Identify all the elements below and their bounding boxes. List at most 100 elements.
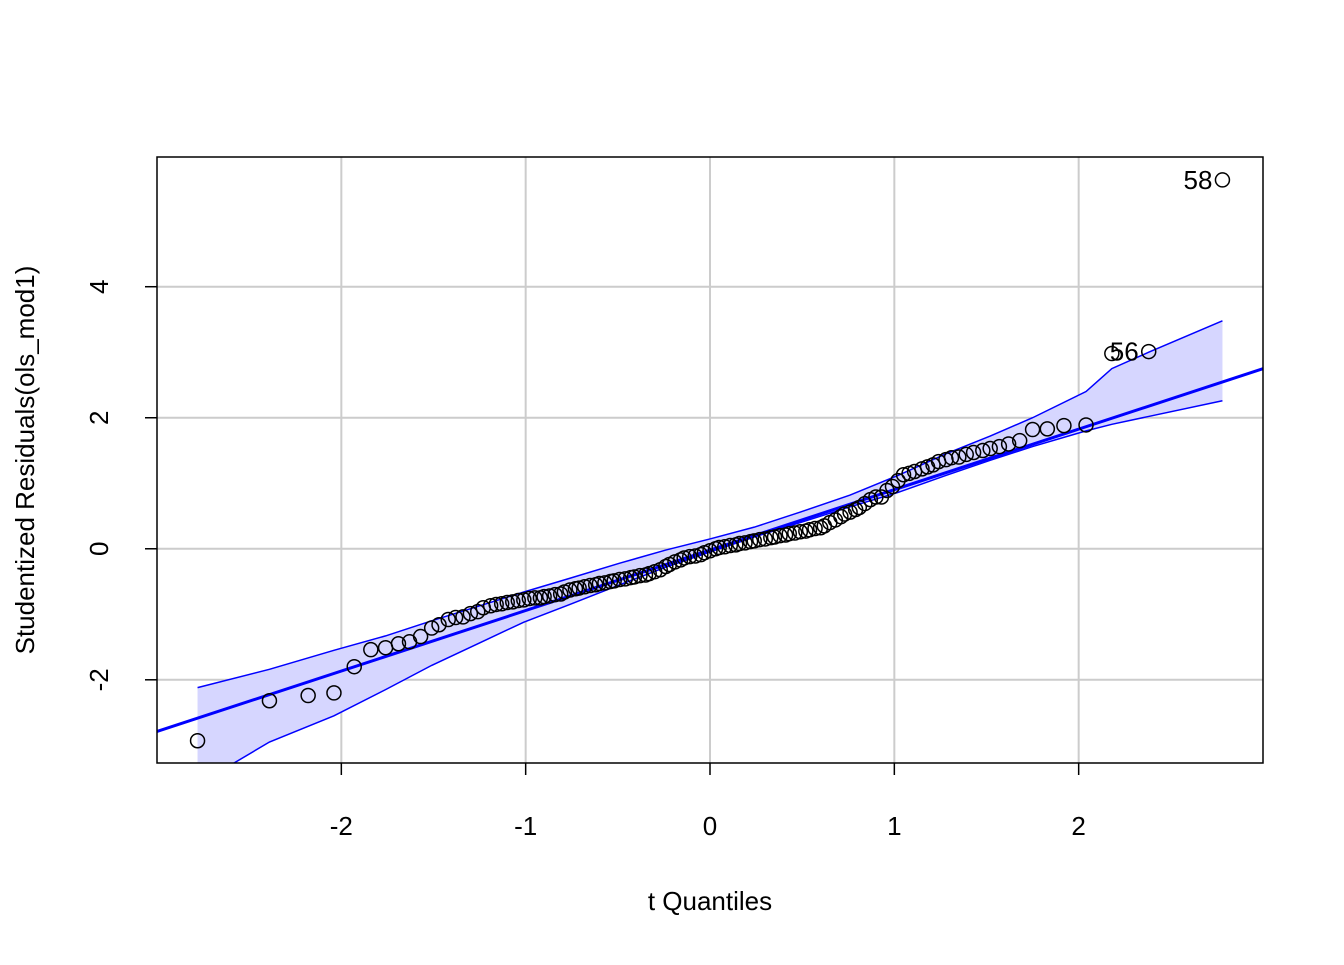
point <box>626 569 643 585</box>
point <box>617 571 633 587</box>
point <box>300 687 316 704</box>
point <box>493 596 510 612</box>
point <box>597 575 613 591</box>
point <box>606 573 622 589</box>
point <box>991 438 1008 455</box>
point <box>687 548 704 564</box>
point <box>1104 345 1120 362</box>
point <box>552 586 569 602</box>
point <box>958 446 974 463</box>
point <box>326 685 342 701</box>
point <box>189 732 206 749</box>
point <box>965 444 982 461</box>
point <box>547 586 563 603</box>
point <box>711 539 727 556</box>
point <box>982 440 998 457</box>
point <box>890 472 906 489</box>
x-tick-label: 2 <box>1071 811 1085 841</box>
point <box>462 605 479 622</box>
point <box>431 617 447 633</box>
point <box>1140 343 1157 360</box>
point <box>772 527 788 544</box>
point <box>1024 421 1041 438</box>
y-tick-label: 2 <box>84 411 114 425</box>
point <box>943 449 960 466</box>
point <box>766 529 783 545</box>
point <box>440 611 456 628</box>
point <box>693 546 709 563</box>
point <box>261 693 278 709</box>
point <box>541 588 558 604</box>
point <box>807 520 823 537</box>
point <box>672 552 689 568</box>
point <box>455 609 471 625</box>
point <box>716 539 733 555</box>
point <box>737 535 753 551</box>
point <box>447 609 464 626</box>
point <box>781 525 798 542</box>
y-axis-label: Studentized Residuals(ols_mod1) <box>10 266 40 655</box>
point <box>390 636 407 652</box>
point <box>746 533 762 549</box>
point-label: 56 <box>1110 337 1139 367</box>
point <box>1056 417 1072 434</box>
point <box>812 520 829 536</box>
point <box>1000 436 1017 452</box>
point <box>591 575 608 592</box>
envelope-upper <box>197 320 1223 689</box>
point <box>363 641 379 658</box>
x-tick-label: 0 <box>703 811 717 841</box>
point <box>521 590 538 607</box>
point <box>731 535 748 552</box>
point <box>505 594 521 610</box>
point <box>752 531 768 548</box>
point <box>1011 432 1028 449</box>
y-tick-label: -2 <box>84 668 114 691</box>
point <box>516 592 532 608</box>
y-tick-label: 0 <box>84 542 114 556</box>
point <box>1214 172 1231 188</box>
point <box>1078 417 1094 433</box>
point <box>676 550 692 566</box>
point <box>510 592 527 609</box>
y-tick-label: 4 <box>84 279 114 293</box>
point <box>681 548 698 565</box>
point <box>1039 421 1056 437</box>
point <box>499 594 515 611</box>
point <box>571 580 587 596</box>
point <box>951 449 967 465</box>
point <box>412 628 429 645</box>
point <box>576 579 593 595</box>
point <box>757 531 774 547</box>
point <box>488 596 504 613</box>
point <box>895 466 912 483</box>
point <box>722 537 739 554</box>
point <box>801 522 818 538</box>
x-axis-label: t Quantiles <box>648 886 772 916</box>
point <box>582 577 598 594</box>
envelope-fill <box>197 320 1223 763</box>
point-label: 58 <box>1184 165 1213 195</box>
point <box>975 442 991 459</box>
point <box>787 525 803 541</box>
point <box>527 590 543 606</box>
point <box>632 567 648 584</box>
x-tick-label: 1 <box>887 811 901 841</box>
point <box>658 558 674 575</box>
point <box>536 588 552 605</box>
point <box>792 523 809 540</box>
point <box>423 620 440 636</box>
point <box>884 478 901 495</box>
plot-region <box>157 172 1263 763</box>
reference-line <box>157 367 1263 733</box>
point <box>611 571 628 588</box>
point <box>482 598 499 614</box>
x-tick-label: -2 <box>330 811 353 841</box>
x-tick-label: -1 <box>514 811 537 841</box>
plot-frame <box>156 156 1264 764</box>
point <box>833 508 849 525</box>
point <box>562 582 578 598</box>
point <box>346 658 362 675</box>
